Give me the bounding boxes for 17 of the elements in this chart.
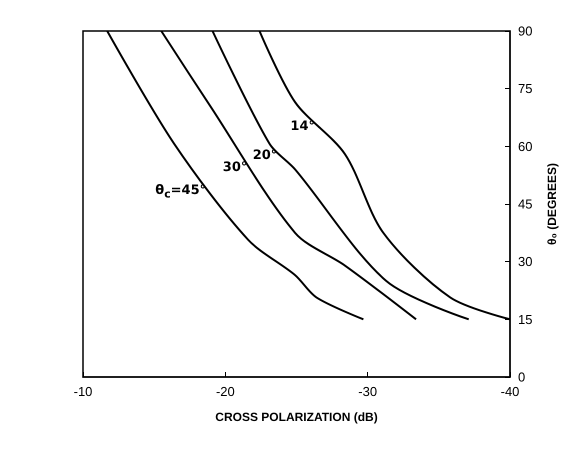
series-label: 14° — [290, 119, 315, 136]
y-tick-label: 0 — [518, 370, 526, 384]
y-tick-label: 45 — [518, 196, 532, 212]
x-tick-label: -40 — [500, 384, 520, 399]
x-tick-label: -20 — [216, 384, 235, 399]
series-label: 20° — [252, 148, 278, 164]
y-axis-title: θ₀ (DEGREES) — [545, 163, 559, 245]
y-tick-label: 15 — [518, 312, 532, 327]
y-tick-label: 75 — [518, 81, 532, 96]
y-tick-label: 60 — [518, 138, 532, 154]
x-tick-label: -10 — [74, 384, 92, 399]
x-axis-title: CROSS POLARIZATION (dB) — [215, 410, 378, 424]
series-label: θ$_{c}$=45° — [155, 182, 206, 202]
y-tick-label: 30 — [518, 254, 532, 270]
x-tick-label: -30 — [358, 384, 378, 399]
series-label: 30° — [222, 160, 248, 176]
y-tick-label: 90 — [518, 24, 532, 38]
